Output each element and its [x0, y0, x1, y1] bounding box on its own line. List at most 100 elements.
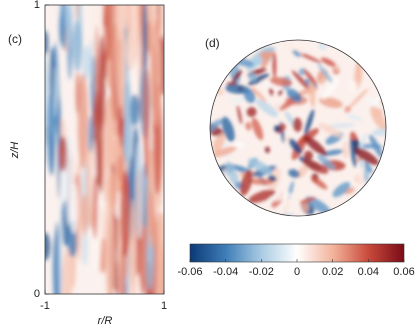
field-swirl [319, 77, 326, 86]
field-swirl [292, 117, 302, 132]
field-streak [117, 5, 129, 30]
field-streak [76, 159, 82, 262]
field-streak [66, 5, 72, 50]
field-swirl [322, 77, 340, 100]
field-swirl [212, 146, 237, 158]
field-swirl [317, 63, 334, 85]
field-swirl [303, 135, 327, 156]
field-streak [77, 73, 89, 170]
field-streak [157, 211, 164, 287]
field-swirl [344, 106, 351, 113]
field-swirl [288, 138, 302, 154]
field-swirl [248, 178, 274, 186]
colorbar-tick-label: 0 [294, 266, 300, 278]
field-swirl [318, 123, 343, 138]
field-swirl [230, 141, 246, 148]
field-swirl [328, 123, 356, 128]
field-swirl [349, 138, 357, 168]
field-swirl [232, 69, 243, 83]
colorbar-tick-label: 0.06 [393, 266, 414, 278]
field-swirl [291, 70, 313, 93]
field-swirl [370, 106, 386, 130]
field-swirl [255, 99, 278, 118]
field-streak [62, 247, 73, 294]
field-streak [58, 192, 63, 294]
field-swirl [308, 78, 316, 108]
field-swirl [273, 125, 281, 133]
field-streak [100, 115, 104, 189]
field-streak [88, 115, 94, 153]
field-swirl [292, 49, 301, 57]
field-swirl [210, 119, 224, 136]
axes-frame [44, 4, 165, 295]
field-streak [57, 97, 61, 147]
field-streak [49, 47, 55, 105]
field-swirl [212, 133, 226, 153]
field-streak [125, 32, 136, 71]
field-swirl [240, 170, 253, 196]
field-swirl [303, 69, 318, 86]
field-swirl [322, 149, 344, 156]
field-swirl [286, 88, 302, 103]
field-streak [98, 35, 106, 135]
field-streak [45, 232, 51, 261]
field-swirl [272, 51, 277, 79]
field-streak [120, 170, 131, 258]
field-swirl [278, 90, 283, 96]
field-streak [75, 71, 80, 114]
field-swirl [364, 161, 373, 174]
field-streak [137, 5, 142, 48]
field-swirl [246, 106, 257, 117]
field-swirl [320, 57, 336, 67]
field-swirl [332, 182, 351, 198]
field-swirl [347, 114, 363, 121]
field-streak [47, 92, 56, 174]
field-swirl [311, 176, 328, 190]
field-swirl [358, 167, 365, 182]
field-streak [72, 19, 82, 72]
field-streak [45, 30, 49, 57]
x-tick-label: 1 [161, 300, 167, 312]
field-swirl [248, 73, 270, 86]
field-streak [124, 70, 132, 184]
field-streak [151, 20, 162, 128]
field-swirl [319, 97, 343, 108]
field-streak [105, 200, 116, 294]
y-tick-label: 0 [34, 288, 40, 300]
x-tick-label: -1 [40, 300, 50, 312]
colorbar-tick-label: -0.02 [249, 266, 274, 278]
field-swirl [348, 79, 358, 91]
field-swirl [238, 127, 248, 136]
field-streak [82, 228, 88, 266]
y-axis-label: z/H [9, 142, 21, 160]
field-streak [59, 136, 68, 172]
y-tick-label: 1 [34, 0, 40, 11]
field-swirl [225, 161, 239, 186]
field-streak [116, 155, 124, 183]
field-streak [146, 148, 156, 249]
colorbar-tick-label: -0.04 [213, 266, 238, 278]
field-swirl [269, 87, 274, 96]
panel-label: (d) [205, 36, 220, 50]
field-streak [106, 5, 112, 62]
field-swirl [250, 86, 267, 103]
field-swirl [262, 46, 276, 53]
field-streak [134, 142, 144, 240]
field-swirl [302, 159, 329, 174]
disk-frame [209, 39, 387, 217]
field-swirl [247, 72, 257, 82]
field-streak [161, 5, 164, 42]
field-streak [123, 122, 127, 158]
field-streak [130, 93, 140, 126]
field-streak [120, 31, 126, 120]
field-streak [94, 25, 99, 107]
field-swirl [265, 146, 270, 154]
x-axis-label: r/R [98, 315, 113, 327]
field-swirl [282, 42, 305, 55]
field-swirl [251, 117, 264, 141]
field-swirl [299, 197, 316, 204]
field-swirl [248, 189, 276, 204]
field-swirl [353, 147, 379, 166]
field-swirl [236, 105, 243, 125]
